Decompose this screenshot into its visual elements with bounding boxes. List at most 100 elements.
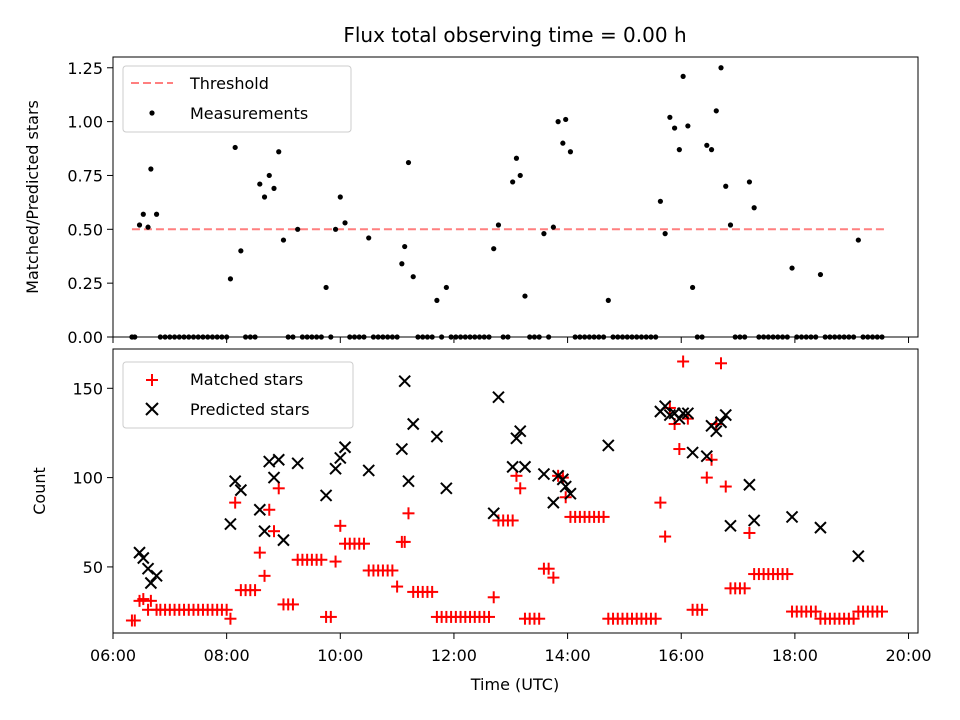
measurement-point bbox=[685, 123, 691, 129]
matched-star-point bbox=[533, 612, 546, 625]
measurement-point bbox=[555, 119, 561, 125]
predicted-star-point bbox=[487, 507, 500, 520]
legend-measurements-swatch bbox=[149, 110, 155, 116]
measurement-point bbox=[560, 140, 566, 146]
predicted-star-point bbox=[743, 478, 756, 491]
matched-star-point bbox=[547, 571, 560, 584]
matched-star-point bbox=[398, 535, 411, 548]
predicted-star-point bbox=[510, 432, 523, 445]
legend-measurements-label: Measurements bbox=[190, 104, 308, 123]
matched-star-point bbox=[137, 593, 150, 606]
x-tick-label: 18:00 bbox=[772, 646, 818, 665]
measurement-point bbox=[323, 284, 329, 291]
top-y-tick-label: 0.50 bbox=[67, 220, 103, 239]
measurement-point bbox=[257, 181, 263, 187]
chart-title: Flux total observing time = 0.00 h bbox=[343, 23, 686, 47]
measurement-point bbox=[727, 222, 734, 228]
measurement-point bbox=[148, 166, 154, 172]
predicted-star-point bbox=[681, 407, 695, 420]
matched-star-point bbox=[249, 584, 262, 597]
measurement-point bbox=[676, 147, 682, 153]
predicted-star-point bbox=[398, 374, 411, 388]
matched-star-point bbox=[224, 612, 237, 625]
measurement-point bbox=[713, 108, 719, 114]
predicted-star-point bbox=[277, 533, 290, 547]
measurement-point bbox=[662, 231, 668, 237]
matched-star-point bbox=[286, 598, 299, 611]
measurement-point bbox=[491, 246, 497, 252]
measurement-point bbox=[266, 172, 272, 179]
predicted-star-point bbox=[710, 424, 723, 438]
legend-matched-label: Matched stars bbox=[190, 370, 303, 389]
top-y-tick-label: 0.75 bbox=[67, 166, 103, 185]
bottom-y-tick-label: 50 bbox=[83, 558, 103, 577]
measurement-point bbox=[443, 284, 449, 291]
predicted-star-point bbox=[334, 451, 347, 465]
x-tick-label: 12:00 bbox=[431, 646, 477, 665]
measurement-point bbox=[690, 284, 696, 291]
matched-star-point bbox=[128, 614, 141, 627]
matched-star-point bbox=[659, 530, 672, 543]
measurement-point bbox=[567, 149, 574, 155]
legend-predicted-label: Predicted stars bbox=[190, 400, 310, 419]
measurement-point bbox=[342, 220, 348, 226]
predicted-star-point bbox=[234, 483, 248, 497]
bottom-legend-box bbox=[122, 361, 354, 429]
measurement-point bbox=[605, 297, 611, 303]
predicted-star-point bbox=[852, 549, 865, 563]
predicted-star-point bbox=[144, 576, 158, 590]
predicted-star-point bbox=[602, 439, 615, 452]
measurement-point bbox=[295, 226, 301, 232]
matched-star-point bbox=[514, 482, 527, 495]
predicted-star-point bbox=[559, 480, 572, 493]
measurement-point bbox=[495, 222, 502, 228]
predicted-star-point bbox=[291, 457, 304, 470]
predicted-star-point bbox=[785, 510, 799, 524]
matched-star-point bbox=[654, 496, 667, 509]
predicted-star-point bbox=[440, 482, 453, 495]
measurement-point bbox=[271, 185, 277, 191]
measurement-point bbox=[672, 125, 678, 131]
predicted-star-point bbox=[714, 416, 728, 429]
bottom-y-tick-label: 150 bbox=[72, 379, 103, 398]
predicted-star-point bbox=[547, 496, 560, 509]
matched-star-point bbox=[738, 582, 751, 595]
measurement-point bbox=[140, 211, 146, 217]
bottom-data-marks bbox=[125, 355, 889, 627]
measurement-point bbox=[332, 226, 339, 232]
predicted-star-point bbox=[329, 462, 342, 475]
x-tick-label: 14:00 bbox=[545, 646, 591, 665]
measurement-point bbox=[751, 205, 757, 211]
predicted-star-point bbox=[272, 453, 285, 466]
predicted-star-point bbox=[518, 460, 532, 474]
matched-star-point bbox=[715, 357, 728, 370]
matched-star-point bbox=[696, 603, 709, 616]
matched-star-point bbox=[743, 526, 756, 539]
legend-matched-swatch bbox=[146, 374, 158, 386]
predicted-star-point bbox=[224, 517, 237, 531]
x-tick-label: 08:00 bbox=[204, 646, 250, 665]
matched-star-point bbox=[334, 519, 347, 532]
predicted-star-point bbox=[253, 503, 267, 516]
bottom-y-tick-label: 100 bbox=[72, 469, 103, 488]
matched-star-point bbox=[220, 603, 233, 616]
top-panel: 0.00 0.25 0.50 0.75 1.00 1.25 Matched/Predict… bbox=[23, 56, 919, 347]
predicted-star-point bbox=[686, 446, 699, 459]
matched-star-point bbox=[781, 568, 794, 581]
predicted-star-point bbox=[564, 487, 577, 500]
matched-star-point bbox=[229, 496, 242, 509]
measurement-point bbox=[399, 261, 405, 267]
predicted-star-point bbox=[228, 474, 242, 488]
legend-predicted-swatch bbox=[145, 402, 159, 416]
measurement-point bbox=[232, 144, 238, 151]
matched-star-point bbox=[324, 610, 337, 623]
predicted-star-point bbox=[258, 524, 271, 538]
measurement-point bbox=[261, 194, 268, 200]
predicted-star-point bbox=[263, 455, 276, 468]
measurement-point bbox=[550, 224, 556, 230]
matched-star-point bbox=[876, 605, 889, 618]
measurement-point bbox=[541, 231, 547, 237]
measurement-point bbox=[145, 224, 151, 230]
measurement-point bbox=[723, 183, 729, 189]
matched-star-point bbox=[506, 514, 519, 527]
